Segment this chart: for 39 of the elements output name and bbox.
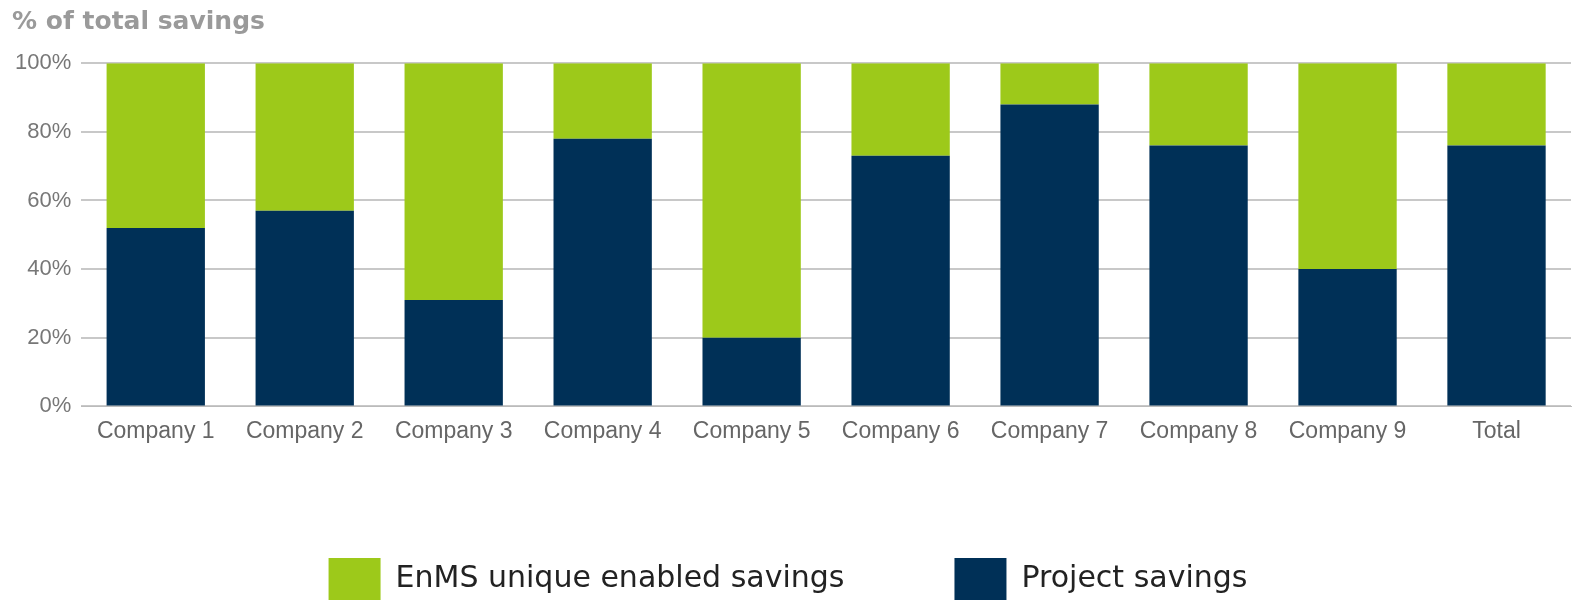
bar [553, 63, 652, 139]
x-tick-label: Company 7 [990, 416, 1109, 443]
bar [1000, 63, 1099, 105]
bar [106, 63, 205, 228]
x-tick-label: Company 4 [543, 416, 662, 443]
bar [1447, 63, 1546, 146]
bar [851, 63, 950, 156]
y-tick-label: 100% [14, 49, 72, 75]
y-axis-title: % of total savings [12, 6, 265, 35]
y-tick-label: 80% [27, 117, 72, 143]
bar [1000, 104, 1099, 406]
bar [1447, 145, 1546, 406]
legend-label: EnMS unique enabled savings [395, 558, 845, 594]
y-tick-label: 20% [27, 323, 72, 349]
x-tick-label: Company 5 [692, 416, 811, 443]
bar [553, 138, 652, 406]
y-tick-label: 0% [39, 392, 72, 418]
bar [1298, 269, 1397, 406]
bar [702, 63, 801, 338]
y-tick-label: 60% [27, 186, 72, 212]
x-tick-label: Company 9 [1288, 416, 1407, 443]
x-tick-label: Company 2 [245, 416, 364, 443]
bar [106, 227, 205, 406]
bar [851, 155, 950, 406]
x-tick-label: Total [1472, 416, 1521, 443]
bar [404, 63, 503, 301]
bar [255, 63, 354, 211]
bar [404, 300, 503, 406]
x-tick-label: Company 3 [394, 416, 513, 443]
legend-label: Project savings [1021, 558, 1248, 594]
bar [1149, 63, 1248, 146]
bar [1149, 145, 1248, 406]
y-tick-label: 40% [27, 255, 72, 281]
bar [255, 210, 354, 406]
x-tick-label: Company 8 [1139, 416, 1258, 443]
x-tick-label: Company 6 [841, 416, 960, 443]
bar [1298, 63, 1397, 270]
x-tick-label: Company 1 [96, 416, 215, 443]
bar [702, 337, 801, 406]
